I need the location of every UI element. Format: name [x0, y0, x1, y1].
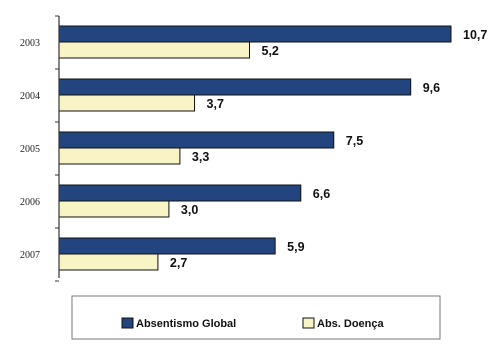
data-label-abs-doenca-2005: 3,3: [192, 150, 209, 164]
data-label-absentismo-global-2006: 6,6: [313, 187, 330, 201]
bar-abs-doenca-2004: [58, 94, 196, 112]
legend: Absentismo Global Abs. Doença: [71, 295, 441, 340]
y-axis-ticks: 2003 2004 2005 2006 2007: [20, 15, 59, 282]
y-tick-label-2004: 2004: [20, 91, 40, 102]
y-tick-label-2005: 2005: [20, 144, 40, 155]
data-label-absentismo-global-2007: 5,9: [287, 240, 304, 254]
legend-swatch-abs-doenca: [302, 317, 315, 329]
bar-abs-doenca-2005: [58, 147, 181, 165]
data-label-abs-doenca-2006: 3,0: [181, 203, 198, 217]
legend-frame: [71, 295, 441, 340]
legend-swatch-absentismo-global: [121, 317, 134, 329]
bars-layer: [58, 25, 452, 271]
bar-abs-doenca-2007: [58, 253, 159, 271]
bar-absentismo-global-2003: [58, 25, 452, 43]
bar-absentismo-global-2006: [58, 184, 302, 202]
legend-label-absentismo-global: Absentismo Global: [136, 318, 236, 330]
bar-abs-doenca-2003: [58, 41, 251, 59]
bar-absentismo-global-2004: [58, 78, 412, 96]
y-tick-label-2007: 2007: [20, 250, 40, 261]
data-label-abs-doenca-2004: 3,7: [207, 97, 224, 111]
data-label-absentismo-global-2003: 10,7: [463, 28, 487, 42]
data-label-absentismo-global-2004: 9,6: [423, 81, 440, 95]
data-label-absentismo-global-2005: 7,5: [346, 134, 363, 148]
y-tick-label-2003: 2003: [20, 38, 40, 49]
data-label-abs-doenca-2007: 2,7: [170, 256, 187, 270]
bar-absentismo-global-2005: [58, 131, 335, 149]
data-label-abs-doenca-2003: 5,2: [262, 44, 279, 58]
bar-absentismo-global-2007: [58, 237, 276, 255]
y-tick-label-2006: 2006: [20, 197, 40, 208]
bar-abs-doenca-2006: [58, 200, 170, 218]
data-labels-layer: 10,7 5,2 9,6 3,7 7,5 3,3 6,6 3,0 5,9 2,7: [170, 28, 487, 270]
legend-label-abs-doenca: Abs. Doença: [317, 318, 385, 330]
